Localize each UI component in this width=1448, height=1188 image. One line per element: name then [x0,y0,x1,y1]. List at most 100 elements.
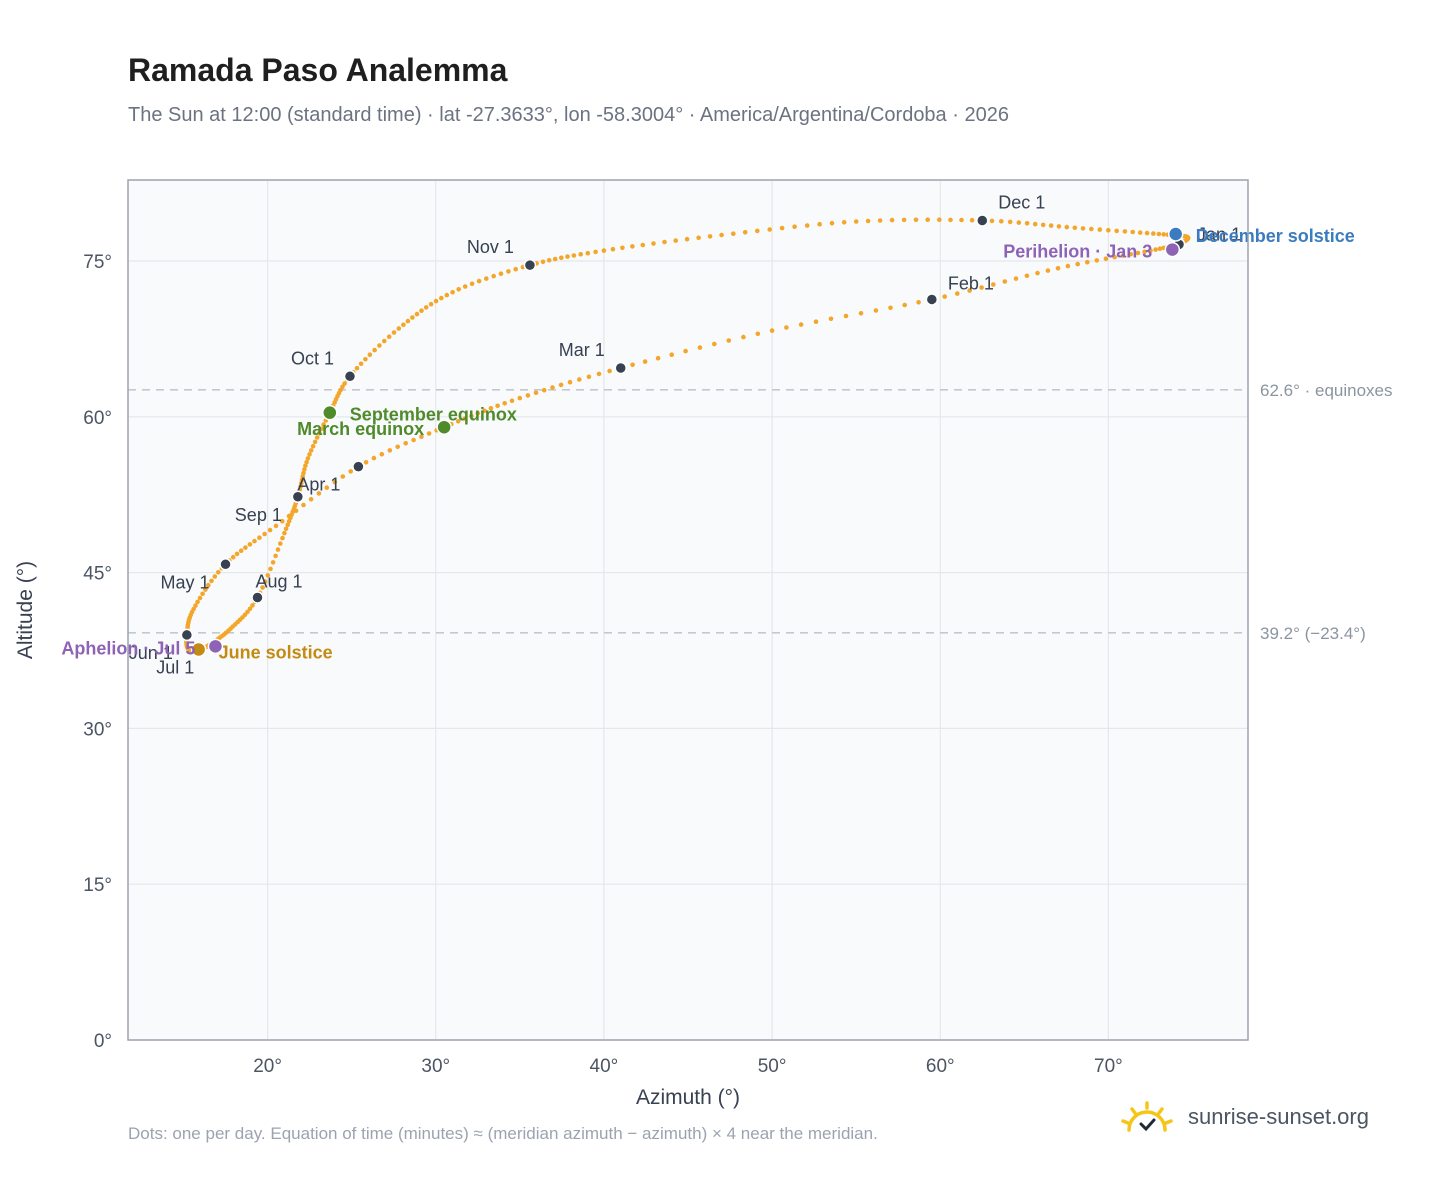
daily-dot [1114,228,1119,234]
daily-dot [967,288,972,293]
daily-dot [439,295,444,301]
daily-dot [395,444,401,450]
event-marker [436,419,452,435]
y-tick-label: 15° [83,875,112,896]
daily-dot [469,413,474,419]
month-label: Sep 1 [235,505,282,525]
brand-name[interactable]: sunrise-sunset.org [1188,1104,1369,1129]
y-tick-label: 75° [83,252,112,273]
daily-dot [540,259,546,265]
daily-dot [332,479,338,485]
daily-dot [273,523,279,529]
month-marker [180,628,194,642]
daily-dot [270,560,276,565]
daily-dot [902,302,907,308]
month-label: May 1 [161,572,210,592]
daily-dot [525,393,531,398]
daily-dot [858,311,864,316]
daily-dot [403,441,409,446]
daily-dot [195,599,200,605]
daily-dot [1137,230,1143,235]
daily-dot [696,235,701,241]
daily-dot [308,448,314,453]
daily-dot [285,522,291,528]
daily-dot [578,252,583,257]
daily-dot [1156,231,1162,237]
daily-dot [212,574,218,579]
daily-dot [286,519,292,524]
daily-dot [1135,250,1141,256]
daily-dot [989,218,995,224]
daily-dot [1048,223,1054,228]
daily-dot [792,224,797,229]
daily-dot [200,591,205,597]
y-tick-label: 0° [94,1031,112,1052]
month-label: Apr 1 [297,475,340,495]
daily-dot [391,330,397,335]
sun-logo-icon [1121,1101,1173,1132]
daily-dot [252,538,257,544]
daily-dot [577,377,582,382]
daily-dot [999,219,1004,224]
daily-dot [401,322,406,328]
daily-dot [813,319,819,325]
month-marker [925,293,939,306]
daily-dot [828,316,834,322]
daily-dot [262,579,268,584]
daily-dot [314,435,320,440]
daily-dot [301,502,306,508]
daily-dot [593,249,598,255]
daily-dot [719,232,724,238]
footnote: Dots: one per day. Equation of time (min… [128,1124,878,1143]
x-tick-label: 30° [421,1056,450,1077]
daily-dot [379,451,385,457]
x-tick-label: 20° [253,1056,282,1077]
daily-dot [925,217,930,222]
daily-dot [324,485,330,490]
plot-frame [127,179,1249,1041]
daily-dot [354,365,360,371]
daily-dot [888,305,893,311]
y-axis-label: Altitude (°) [14,561,37,659]
reference-line-label: 62.6° · equinoxes [1260,381,1393,400]
chart-subtitle: The Sun at 12:00 (standard time) · lat -… [128,104,1009,126]
daily-dot [630,244,635,249]
daily-dot [372,347,377,353]
daily-dot [247,542,253,547]
daily-dot [517,395,523,401]
daily-dot [571,253,577,258]
daily-dot [662,239,667,245]
daily-dot [1157,246,1163,251]
daily-dot [607,368,612,374]
daily-dot [1094,258,1100,263]
daily-dot [669,352,674,358]
daily-dot [203,587,208,592]
daily-dot [541,387,547,393]
daily-dot [280,518,285,524]
daily-dot [873,308,879,313]
daily-dot [230,554,236,560]
daily-dot [741,334,746,340]
daily-dot [488,406,494,411]
daily-dot [767,227,772,232]
daily-dot [567,379,573,385]
daily-dot [1130,229,1135,235]
daily-dot [1056,224,1062,229]
daily-dot [829,220,835,226]
daily-dot [455,419,461,424]
month-label: Feb 1 [948,273,994,293]
daily-dot [1045,268,1051,273]
daily-dot [387,448,393,453]
daily-dot [586,374,592,380]
daily-dot [319,426,324,432]
month-label: Nov 1 [467,237,514,257]
daily-dot [1024,221,1030,226]
daily-dot [559,255,564,261]
daily-dot [655,355,661,361]
daily-dot [509,398,515,404]
daily-dot [317,430,322,436]
daily-dot [558,382,564,388]
brand-logo[interactable]: sunrise-sunset.org [1120,1100,1369,1134]
daily-dot [502,401,508,406]
